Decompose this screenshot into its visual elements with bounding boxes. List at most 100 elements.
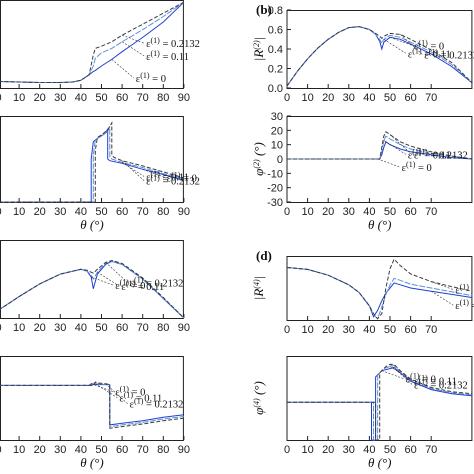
x-tick-label: 10 xyxy=(13,444,25,456)
annotation-leader xyxy=(142,169,165,178)
chart-b-top: 0 10 20 30 40 50 60 70 0.0 0.2 0.4 0.6 0.8 ε(1) = 0ε(… xyxy=(251,2,474,104)
x-tick-label: 0 xyxy=(284,444,290,456)
series-line-3 xyxy=(0,259,185,319)
y-tick-label: 30 xyxy=(271,111,283,123)
x-tick-label: 70 xyxy=(137,206,149,218)
x-tick-label: 50 xyxy=(95,444,107,456)
x-tick-label: 70 xyxy=(137,322,149,334)
x-tick-label: 20 xyxy=(34,206,46,218)
annotation-leader xyxy=(383,38,406,54)
series-line-3 xyxy=(286,26,473,87)
annotation-label: ε(1) = 0 xyxy=(136,71,166,85)
plot-frame xyxy=(286,356,473,441)
chart-b-bot: 0 10 20 30 40 50 60 70 -30 -20 -10 0 10 20 30 ε(1) = 0ε… xyxy=(251,111,473,232)
annotation-label: ε(1) = 0 xyxy=(406,372,436,386)
annotation-label: ε(1) = 0.11 xyxy=(408,147,451,161)
series-line-2 xyxy=(287,364,473,441)
x-tick-label: 90 xyxy=(178,206,190,218)
plot-frame xyxy=(0,116,184,203)
x-tick-label: 50 xyxy=(384,206,396,218)
x-tick-label: 90 xyxy=(178,444,190,456)
x-tick-label: 40 xyxy=(363,324,375,336)
x-tick-label: 60 xyxy=(116,444,128,456)
x-tick-label: 40 xyxy=(75,206,87,218)
chart-c-bot: 0 10 20 30 40 50 60 70 80 90 ε(1) = 0ε(1) = 0.11ε(… xyxy=(0,356,190,470)
y-tick-label: -10 xyxy=(267,168,283,180)
x-tick-label: 30 xyxy=(54,444,66,456)
x-tick-label: 50 xyxy=(384,444,396,456)
plot-frame xyxy=(0,356,184,441)
annotation-leader xyxy=(389,364,413,385)
annotation-label: ε(1) = 0.2132 xyxy=(146,36,200,50)
x-tick-label: 30 xyxy=(54,92,66,104)
y-tick-label: 0.2 xyxy=(268,64,283,76)
x-tick-label: 0 xyxy=(284,92,290,104)
x-tick-label: 10 xyxy=(13,206,25,218)
chart-a-bot: 0 10 20 30 40 50 60 70 80 90 ε(1) = 0ε(1) = 0.11ε(… xyxy=(0,116,200,232)
y-tick-label: 0 xyxy=(277,154,283,166)
series-line-3 xyxy=(0,381,184,429)
x-axis-label: θ (°) xyxy=(368,217,392,232)
series-line-1 xyxy=(286,267,473,318)
y-tick-label: 0.6 xyxy=(268,25,283,37)
series-line-3 xyxy=(0,1,185,83)
annotation-label: ε(1) = 0 xyxy=(414,38,444,52)
annotation-leader xyxy=(121,41,145,57)
x-tick-label: 20 xyxy=(322,206,334,218)
annotation-leader xyxy=(383,140,406,155)
x-tick-label: 40 xyxy=(363,92,375,104)
x-tick-label: 90 xyxy=(178,92,190,104)
annotation-label: ε(1) = 0.2132 xyxy=(414,377,468,391)
series-line-1 xyxy=(0,128,185,203)
x-tick-label: 0 xyxy=(0,322,2,334)
annotation-label: ε(1) = 0.2132 xyxy=(130,397,184,411)
x-tick-label: 80 xyxy=(157,322,169,334)
x-tick-label: 60 xyxy=(116,206,128,218)
annotation-leader xyxy=(381,370,404,379)
annotation-leader xyxy=(389,366,413,381)
series-line-1 xyxy=(287,367,473,441)
x-tick-label: 50 xyxy=(95,322,107,334)
x-tick-label: 60 xyxy=(116,92,128,104)
y-tick-label: 10 xyxy=(271,140,283,152)
annotation-leader xyxy=(389,37,413,46)
x-tick-label: 70 xyxy=(425,444,437,456)
annotation-label: ε(1) = 0.11 xyxy=(121,279,164,293)
x-tick-label: 20 xyxy=(322,324,334,336)
x-tick-label: 50 xyxy=(384,92,396,104)
chart-d-bot: 0 10 20 30 40 50 60 70 ε(1) = 0ε(1) = 0.11ε(1) =… xyxy=(251,356,473,470)
annotation-label: ε(1) = 0.11 xyxy=(119,391,162,405)
x-tick-label: 20 xyxy=(322,444,334,456)
x-tick-label: 40 xyxy=(75,444,87,456)
x-axis-label: θ (°) xyxy=(368,455,392,470)
y-tick-label: 0.8 xyxy=(268,5,283,17)
x-axis-label: θ (°) xyxy=(80,455,104,470)
annotation-leader xyxy=(91,276,114,286)
x-tick-label: 70 xyxy=(137,444,149,456)
y-tick-label: 0.4 xyxy=(268,44,283,56)
annotation-label: ε(1) = 0.2132 xyxy=(130,275,184,289)
annotation-leader xyxy=(91,383,114,393)
x-tick-label: 90 xyxy=(178,322,190,334)
x-tick-label: 30 xyxy=(54,206,66,218)
plot-frame xyxy=(0,0,184,89)
x-tick-label: 50 xyxy=(95,206,107,218)
chart-d-top: 0 10 20 30 40 50 60 70 ε(1)ε(1) = 0.2 |R(4)| (d) xyxy=(251,248,474,336)
x-tick-label: 40 xyxy=(75,92,87,104)
x-tick-label: 80 xyxy=(157,206,169,218)
x-tick-label: 80 xyxy=(157,444,169,456)
annotation-leader xyxy=(121,162,145,177)
x-tick-label: 50 xyxy=(95,92,107,104)
x-tick-label: 30 xyxy=(343,92,355,104)
annotation-label: ε(1) = 0 xyxy=(402,160,432,174)
y-tick-label: 0.0 xyxy=(268,83,283,95)
x-tick-label: 30 xyxy=(343,324,355,336)
y-tick-label: -30 xyxy=(267,197,283,209)
annotation-leader xyxy=(121,34,145,44)
x-tick-label: 70 xyxy=(425,92,437,104)
annotation-label: ε(1) = 0.11 xyxy=(146,49,189,63)
y-axis-label: |R(4)| xyxy=(251,276,266,300)
annotation-label: ε(1) = 0 xyxy=(115,278,145,292)
